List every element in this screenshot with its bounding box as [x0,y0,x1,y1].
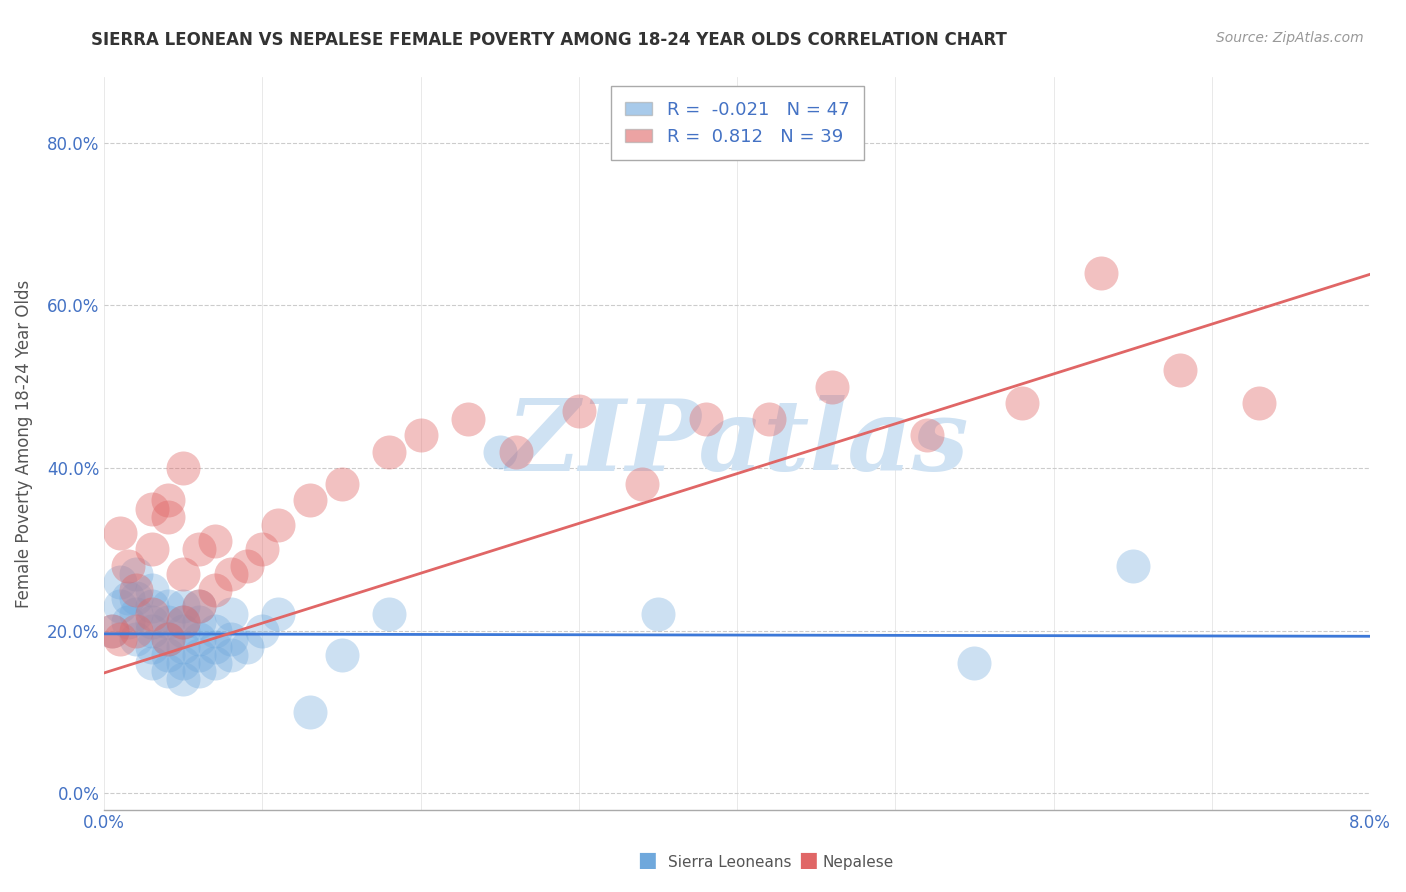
Text: Source: ZipAtlas.com: Source: ZipAtlas.com [1216,31,1364,45]
Point [141,542,163,557]
Point [188,648,211,662]
Point [963,656,986,670]
Point [267,517,290,532]
Point [108,574,131,589]
Point [141,615,163,630]
Point [117,591,139,605]
Point [457,412,479,426]
Point [1168,363,1191,377]
Legend: R =  -0.021   N = 47, R =  0.812   N = 39: R = -0.021 N = 47, R = 0.812 N = 39 [610,87,863,161]
Point [298,705,321,719]
Point [821,379,844,393]
Point [631,477,654,491]
Point [758,412,780,426]
Point [1011,396,1033,410]
Point [188,599,211,614]
Point [298,493,321,508]
Point [488,444,510,458]
Point [267,607,290,622]
Point [172,656,194,670]
Text: Sierra Leoneans: Sierra Leoneans [668,855,792,870]
Point [172,624,194,638]
Point [235,558,257,573]
Point [172,615,194,630]
Point [204,624,226,638]
Text: ■: ■ [637,850,657,870]
Point [156,599,179,614]
Point [141,640,163,654]
Point [101,624,124,638]
Point [204,640,226,654]
Point [101,624,124,638]
Point [568,404,591,418]
Point [141,582,163,597]
Point [1090,266,1112,280]
Point [172,673,194,687]
Point [1249,396,1271,410]
Point [188,665,211,679]
Point [141,624,163,638]
Point [235,640,257,654]
Point [188,632,211,646]
Point [108,525,131,540]
Point [156,493,179,508]
Point [188,599,211,614]
Point [156,632,179,646]
Text: Nepalese: Nepalese [823,855,894,870]
Point [252,542,274,557]
Point [172,461,194,475]
Point [108,599,131,614]
Point [125,624,148,638]
Point [219,648,242,662]
Point [219,632,242,646]
Point [141,656,163,670]
Point [125,607,148,622]
Point [1122,558,1144,573]
Point [378,444,401,458]
Point [117,615,139,630]
Point [156,615,179,630]
Text: SIERRA LEONEAN VS NEPALESE FEMALE POVERTY AMONG 18-24 YEAR OLDS CORRELATION CHAR: SIERRA LEONEAN VS NEPALESE FEMALE POVERT… [91,31,1007,49]
Point [409,428,432,442]
Point [156,632,179,646]
Point [915,428,938,442]
Point [188,615,211,630]
Point [330,477,353,491]
Point [117,558,139,573]
Text: ZIPatlas: ZIPatlas [506,395,969,491]
Point [141,599,163,614]
Point [172,566,194,581]
Point [125,591,148,605]
Point [695,412,717,426]
Point [141,501,163,516]
Y-axis label: Female Poverty Among 18-24 Year Olds: Female Poverty Among 18-24 Year Olds [15,279,32,607]
Point [125,632,148,646]
Point [204,534,226,549]
Point [188,542,211,557]
Text: ■: ■ [799,850,818,870]
Point [219,566,242,581]
Point [125,566,148,581]
Point [330,648,353,662]
Point [378,607,401,622]
Point [172,615,194,630]
Point [156,665,179,679]
Point [252,624,274,638]
Point [505,444,527,458]
Point [125,582,148,597]
Point [141,607,163,622]
Point [156,509,179,524]
Point [172,599,194,614]
Point [219,607,242,622]
Point [108,632,131,646]
Point [204,656,226,670]
Point [172,640,194,654]
Point [156,648,179,662]
Point [647,607,669,622]
Point [204,582,226,597]
